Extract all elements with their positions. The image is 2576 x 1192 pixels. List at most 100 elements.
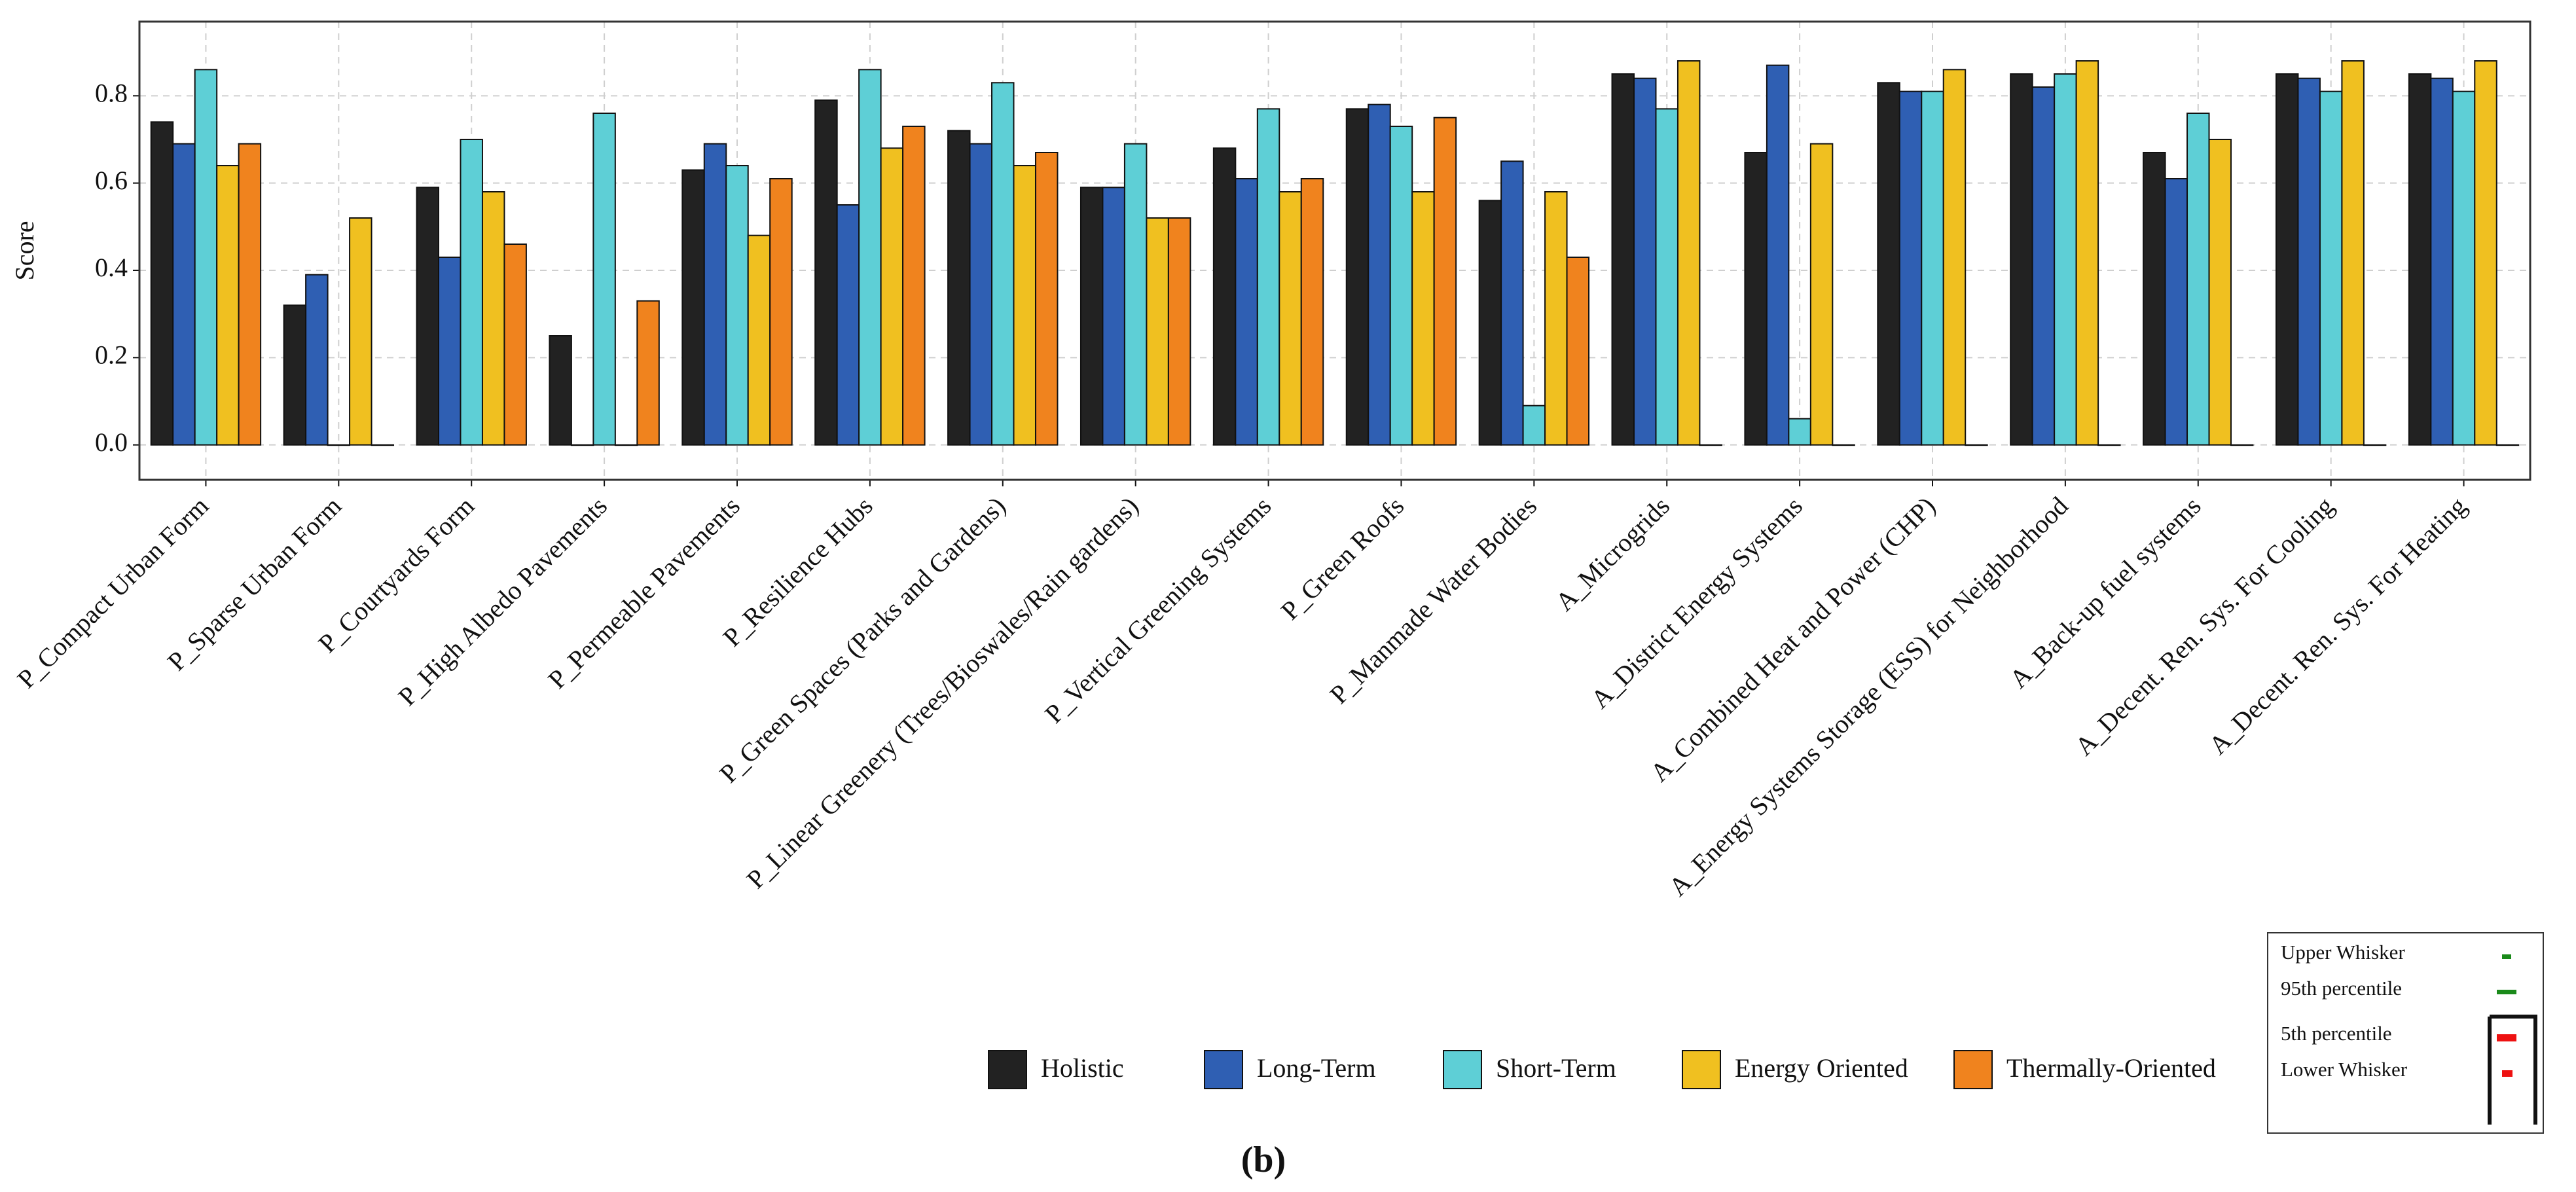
bar (1965, 444, 1988, 446)
bar (836, 204, 860, 446)
bar (681, 169, 705, 446)
bar (1898, 90, 1923, 446)
bar (1368, 103, 1391, 446)
whisker-legend-label: Upper Whisker (2281, 941, 2405, 964)
x-tick-label: P_Vertical Greening Systems (1039, 491, 1277, 729)
bar (2297, 77, 2321, 446)
y-tick-label: 0.2 (95, 340, 128, 370)
y-axis-label: Score (10, 221, 39, 280)
bar (991, 82, 1015, 446)
bar (2430, 77, 2454, 446)
x-tick-label: A_Combined Heat and Power (CHP) (1644, 491, 1941, 787)
bar (2010, 73, 2033, 446)
bar (1389, 126, 1413, 446)
whisker-legend-label: 5th percentile (2281, 1022, 2392, 1045)
bar (1500, 160, 1524, 446)
bar (1411, 191, 1435, 446)
bar (438, 257, 462, 446)
bar (1478, 200, 1502, 446)
bar (194, 69, 218, 446)
bar (880, 147, 904, 446)
bar (305, 274, 329, 446)
bar (1611, 73, 1635, 446)
bar (1766, 64, 1790, 446)
bar (1942, 69, 1967, 446)
bar (1034, 152, 1059, 446)
bar (2474, 60, 2497, 446)
bar (349, 217, 372, 446)
bar (1235, 178, 1258, 446)
bar (150, 121, 174, 446)
bar (2186, 113, 2210, 446)
bar (327, 444, 351, 446)
bar (2054, 73, 2077, 446)
bar (1102, 187, 1125, 446)
bar (1167, 217, 1191, 446)
bar (614, 444, 638, 446)
bar (1345, 108, 1370, 446)
bar (1522, 405, 1546, 446)
legend-label: Energy Oriented (1735, 1053, 1908, 1083)
whisker-legend-label: 95th percentile (2281, 977, 2402, 1000)
bar (1212, 147, 1237, 446)
bar (902, 126, 926, 446)
bar (1633, 77, 1657, 446)
bar (1809, 143, 1834, 446)
x-tick-label: P_Green Spaces (Parks and Gardens) (714, 491, 1011, 788)
whisker-legend-label: Lower Whisker (2281, 1058, 2408, 1081)
whisker-legend-swatch (2502, 1070, 2513, 1077)
plot-frame (138, 20, 2531, 481)
bar (570, 444, 594, 446)
y-tick-label: 0.4 (95, 253, 128, 282)
bar (1433, 117, 1457, 446)
legend-label: Short-Term (1496, 1053, 1616, 1083)
legend-label: Long-Term (1257, 1053, 1376, 1083)
legend-swatch (1682, 1050, 1721, 1089)
x-tick-label: A_Decent. Ren. Sys. For Cooling (2069, 491, 2340, 761)
bar (947, 130, 971, 446)
bar (1788, 418, 1811, 446)
whisker-legend-swatch (2497, 990, 2516, 994)
bar (1146, 217, 1169, 446)
bar (2275, 73, 2299, 446)
bar (2495, 444, 2520, 446)
bar (1123, 143, 1148, 446)
bar (371, 444, 395, 446)
whisker-legend-swatch (2497, 1034, 2516, 1041)
bar (2208, 139, 2232, 446)
legend-swatch (1204, 1050, 1243, 1089)
bar (2075, 60, 2099, 446)
legend-swatch (1953, 1050, 1993, 1089)
legend-swatch (1443, 1050, 1482, 1089)
bar (592, 113, 616, 446)
bar (2363, 444, 2387, 446)
x-tick-label: A_District Energy Systems (1585, 491, 1808, 714)
bar (1744, 152, 1768, 446)
bar (725, 165, 749, 446)
bar (814, 99, 838, 446)
bar (2031, 86, 2056, 446)
bar (769, 178, 793, 446)
bar (1013, 165, 1036, 446)
bar (1544, 191, 1568, 446)
bar (636, 300, 660, 446)
bar (2452, 90, 2476, 446)
bar (416, 187, 440, 446)
whisker-legend-swatch (2502, 954, 2511, 959)
bar (2097, 444, 2121, 446)
bar (2319, 90, 2343, 446)
whisker-legend-box (2267, 932, 2544, 1134)
bar (1300, 178, 1324, 446)
bar (1566, 257, 1590, 446)
bar (1921, 90, 1944, 446)
caption: (b) (1241, 1140, 1286, 1180)
bar (969, 143, 993, 446)
bar (1699, 444, 1722, 446)
x-tick-label: P_Green Roofs (1275, 491, 1409, 625)
bar (1832, 444, 1855, 446)
bar (460, 139, 483, 446)
bar (703, 143, 727, 446)
bar (2164, 178, 2188, 446)
